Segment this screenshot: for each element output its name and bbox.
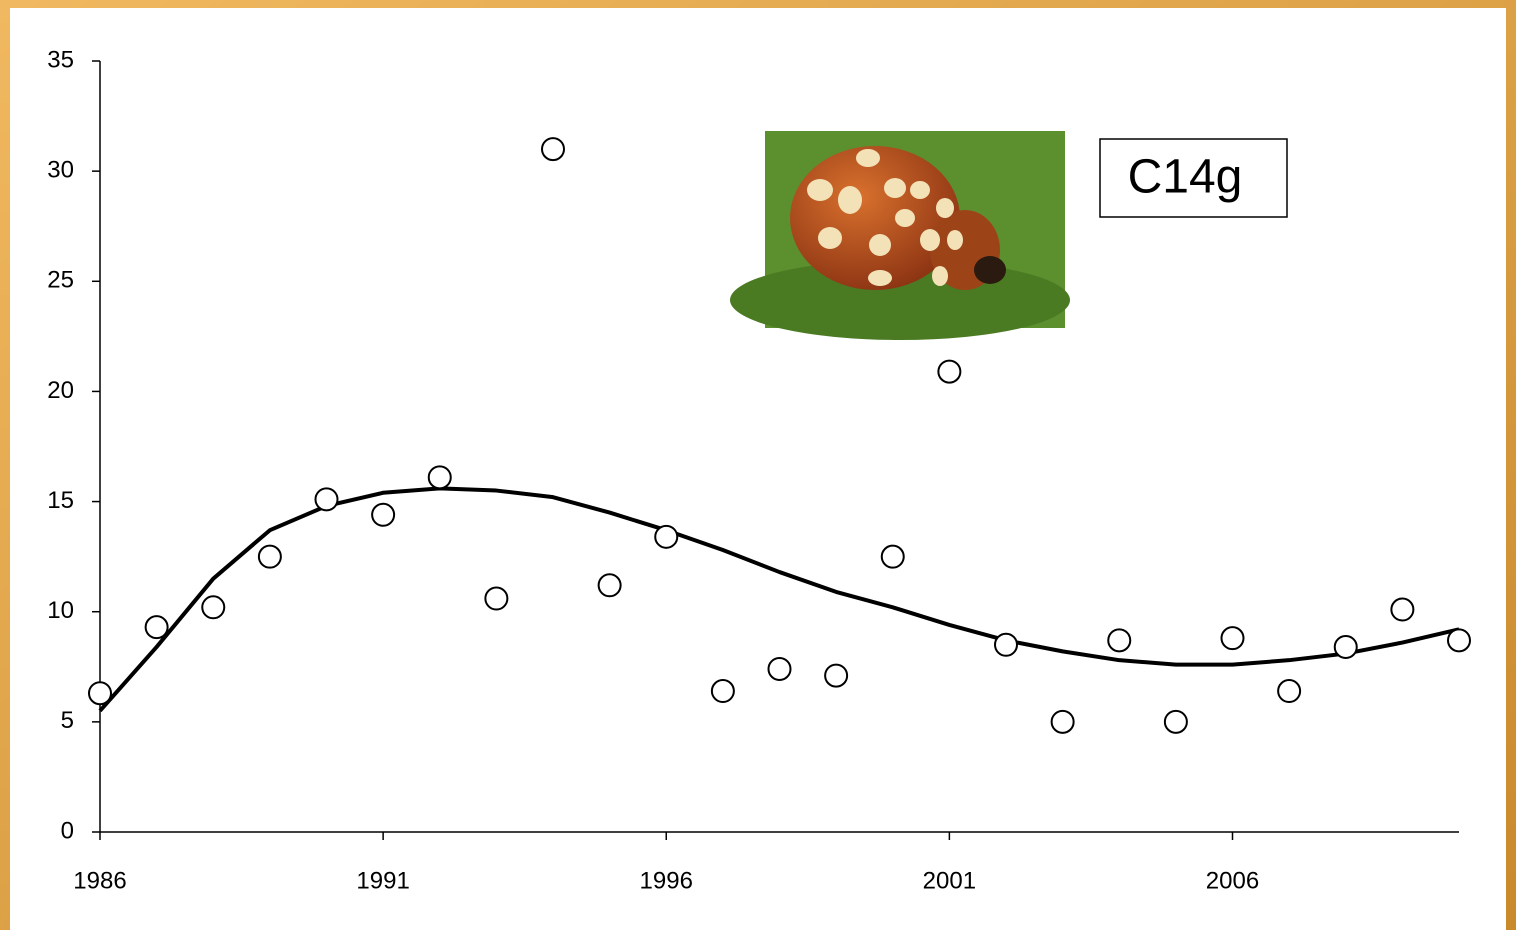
data-point: [1220, 626, 1245, 651]
data-point: [88, 681, 112, 706]
x-tick-label: 2006: [1206, 867, 1259, 894]
data-point: [1050, 709, 1075, 734]
x-tick-label: 1986: [73, 867, 126, 894]
data-point: [767, 656, 792, 681]
data-point: [257, 544, 282, 569]
data-point: [541, 137, 565, 162]
y-tick-label: 35: [47, 46, 74, 73]
x-tick-label: 1996: [640, 867, 693, 894]
data-point: [994, 632, 1018, 657]
data-point: [1163, 709, 1188, 734]
data-point: [1390, 597, 1415, 622]
y-tick-label: 15: [47, 487, 74, 514]
y-tick-label: 20: [47, 377, 74, 404]
data-point: [824, 663, 849, 688]
data-point: [597, 573, 622, 598]
data-point: [654, 524, 679, 549]
data-point: [484, 586, 509, 611]
annotation-box: [1099, 138, 1288, 218]
data-point: [1277, 679, 1302, 704]
data-point: [427, 465, 452, 490]
data-point: [201, 595, 226, 620]
data-point: [1107, 628, 1132, 653]
ladybird-photo: [730, 131, 1070, 340]
data-point: [371, 502, 396, 527]
x-tick-label: 2001: [923, 867, 976, 894]
y-tick-label: 25: [47, 267, 74, 294]
annotation: C14g: [1128, 151, 1243, 204]
y-tick-label: 10: [47, 597, 74, 624]
data-point: [880, 544, 905, 569]
data-point: [937, 359, 962, 384]
y-tick-label: 0: [61, 817, 74, 844]
data-point: [710, 679, 735, 704]
y-tick-label: 5: [61, 707, 74, 734]
data-point: [1333, 634, 1358, 659]
data-point: [1447, 628, 1471, 653]
y-tick-label: 30: [47, 156, 74, 183]
data-point: [314, 487, 339, 512]
data-point: [144, 615, 169, 640]
x-tick-label: 1991: [356, 867, 409, 894]
